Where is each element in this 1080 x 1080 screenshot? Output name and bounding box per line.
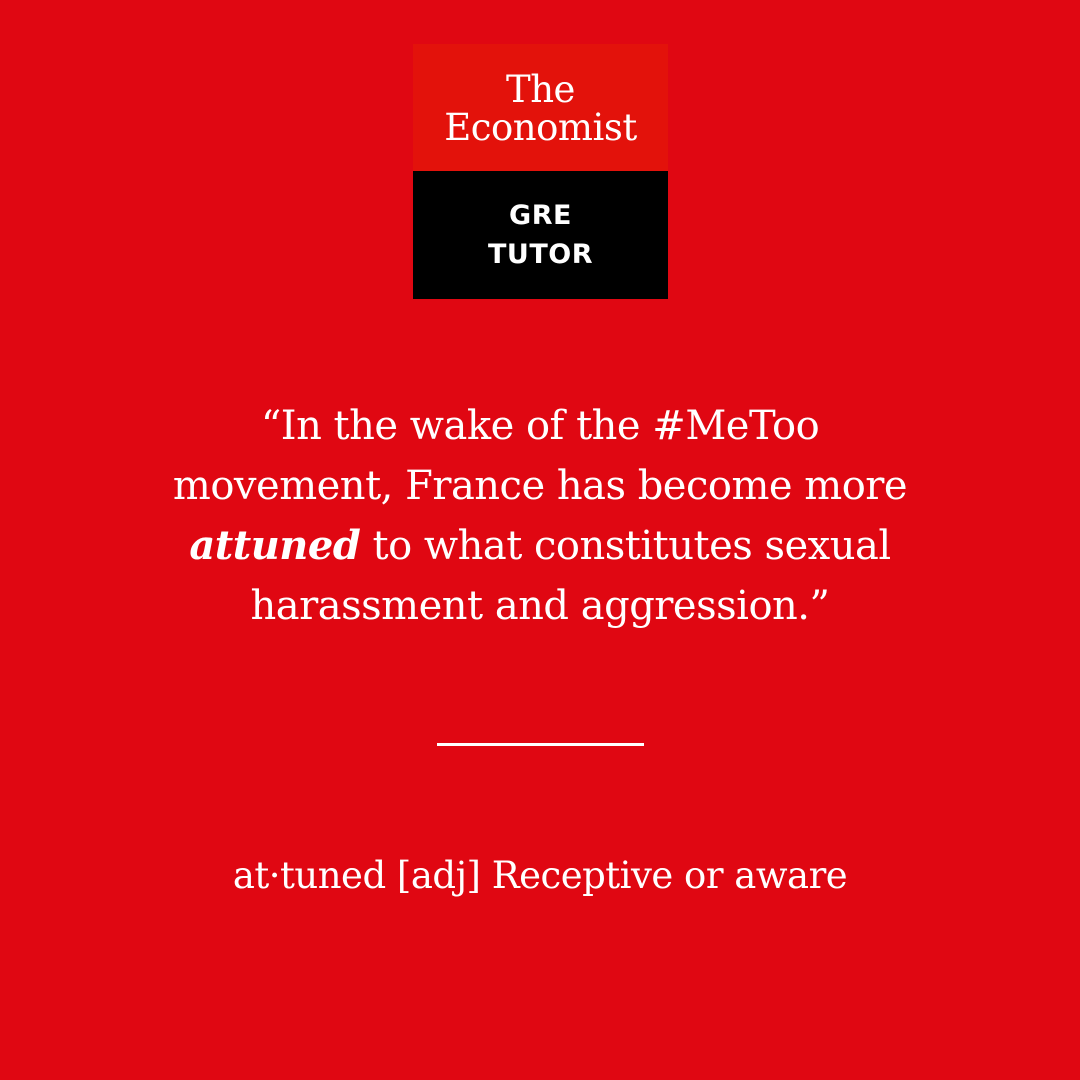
quote-line-4: harassment and aggression.” bbox=[250, 583, 830, 629]
logo-line-the: The bbox=[506, 67, 575, 111]
quote-line-3-rest: to what constitutes sexual bbox=[360, 523, 892, 569]
quote-line-1: “In the wake of the #MeToo bbox=[260, 403, 820, 449]
economist-gre-tutor-logo: The Economist GRE TUTOR bbox=[413, 44, 668, 299]
divider-line bbox=[437, 743, 644, 746]
vocab-word-highlight: attuned bbox=[189, 522, 361, 569]
logo-subtitle: GRE TUTOR bbox=[413, 171, 668, 299]
logo-line-gre: GRE bbox=[509, 200, 572, 231]
quote-line-3: attuned to what constitutes sexual bbox=[90, 516, 990, 576]
example-quote: “In the wake of the #MeToo movement, Fra… bbox=[90, 396, 990, 636]
word-definition: at·tuned [adj] Receptive or aware bbox=[232, 854, 848, 897]
logo-line-economist: Economist bbox=[444, 105, 637, 149]
logo-masthead: The Economist bbox=[413, 44, 668, 171]
quote-line-2: movement, France has become more bbox=[172, 463, 908, 509]
logo-line-tutor: TUTOR bbox=[487, 239, 593, 270]
